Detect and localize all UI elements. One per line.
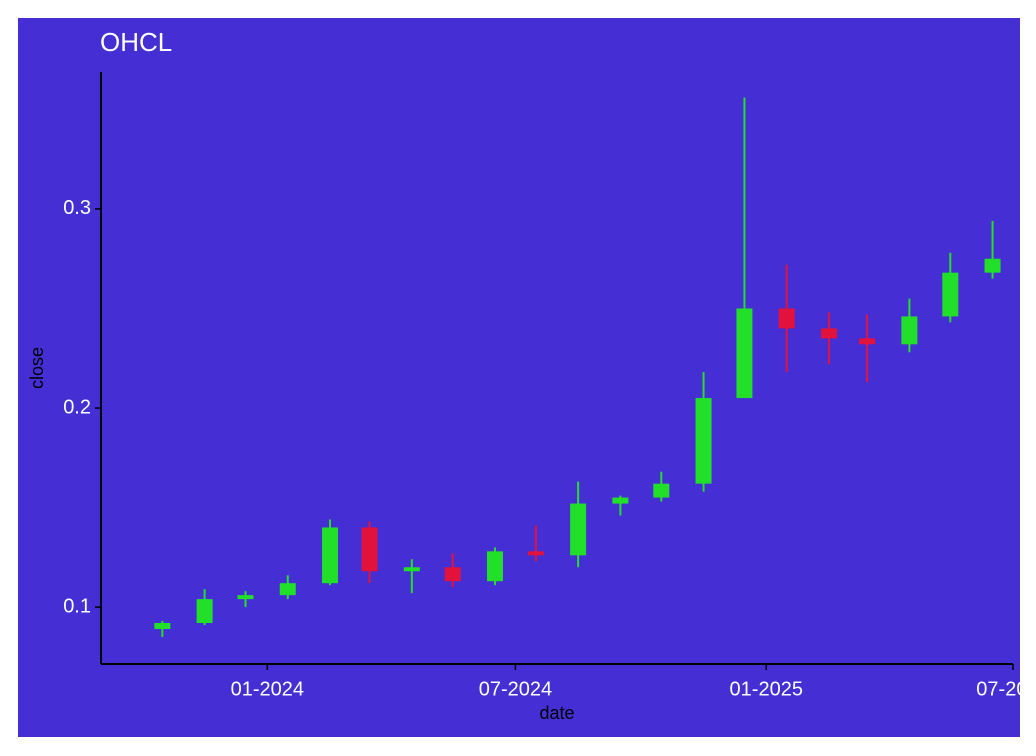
candle-body [820,328,837,339]
candle-body [901,316,918,345]
candle-body [612,497,629,504]
x-axis-label: date [539,703,574,723]
candle-body [237,595,254,600]
y-tick-label: 0.2 [63,396,91,418]
candle-body [444,567,461,582]
candle-body [984,258,1001,273]
candle-body [154,622,171,629]
x-tick-label: 01-2024 [231,678,304,700]
candle-body [196,599,213,623]
candle-body [859,338,876,345]
candle-body [322,527,339,584]
candle-body [361,527,378,572]
x-tick-label: 01-2025 [730,678,803,700]
plot-background [18,18,1020,737]
candle-body [486,551,503,582]
candle-body [403,567,420,572]
chart-title: OHCL [100,27,172,57]
candle-body [942,272,959,317]
y-tick-label: 0.3 [63,197,91,219]
candle-body [653,483,670,498]
y-tick-label: 0.1 [63,595,91,617]
candle-body [736,308,753,399]
x-tick-label: 07-2024 [479,678,552,700]
candle-body [279,583,296,596]
x-tick-label: 07-2025 [976,678,1036,700]
y-axis-label: close [27,347,47,389]
candle-body [778,308,795,329]
candle-body [695,398,712,484]
candle-body [527,551,544,556]
candle-body [570,503,587,556]
